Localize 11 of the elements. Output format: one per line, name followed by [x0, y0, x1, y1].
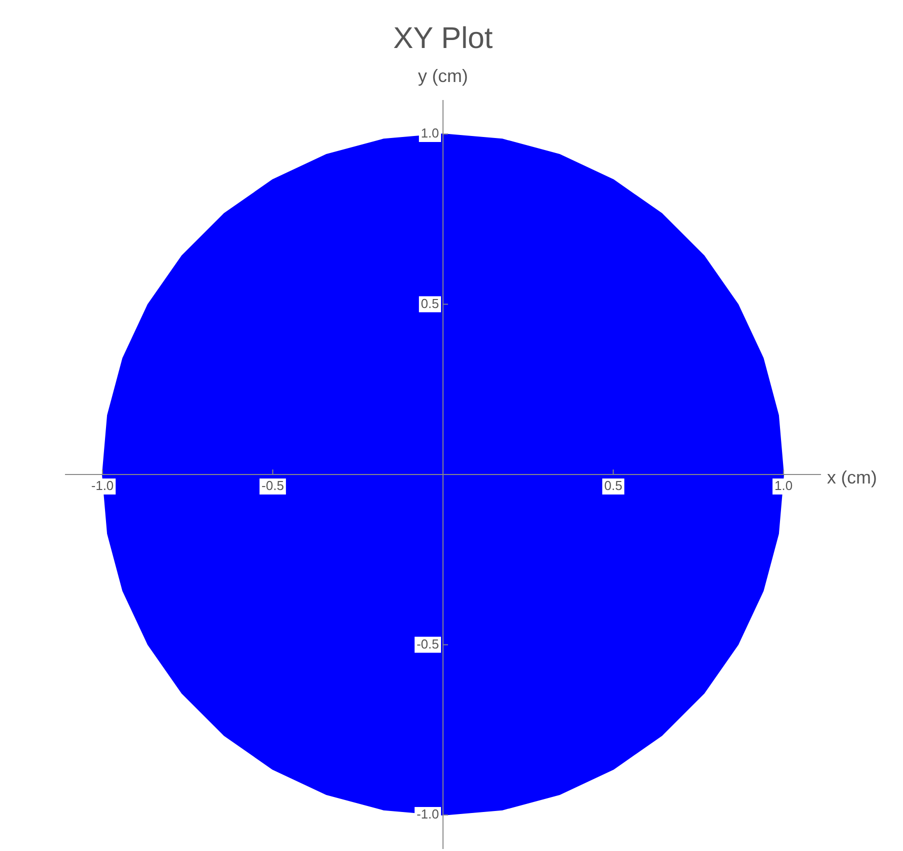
x-tick-label: -1.0: [91, 478, 114, 494]
x-tick-label: 1.0: [774, 478, 793, 494]
x-tick-label: -0.5: [262, 478, 284, 494]
x-tick-label: 0.5: [604, 478, 622, 494]
y-tick-label: 1.0: [420, 126, 440, 141]
x-axis-title: x (cm): [827, 467, 877, 488]
y-tick-label: -1.0: [416, 806, 440, 822]
y-axis-title: y (cm): [418, 66, 468, 86]
y-tick-label: -0.5: [416, 636, 440, 652]
chart-title: XY Plot: [393, 22, 494, 55]
y-tick-label: 0.5: [420, 296, 440, 311]
